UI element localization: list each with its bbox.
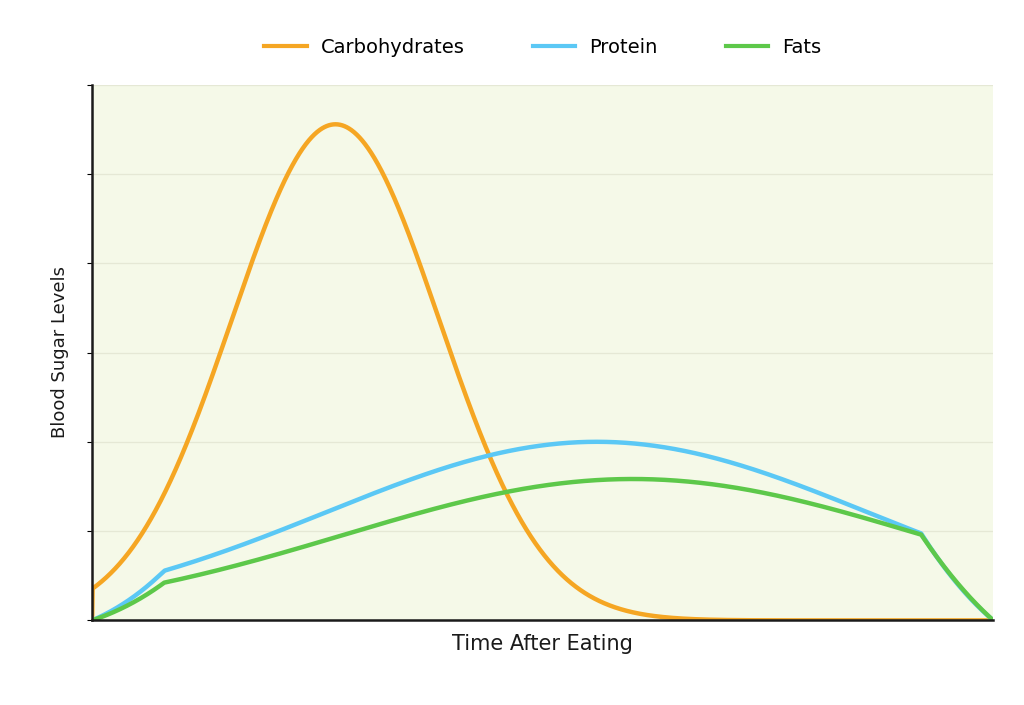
Protein <box>961 591 973 599</box>
Fats <box>524 484 537 492</box>
Protein <box>132 589 144 598</box>
Protein <box>591 438 603 446</box>
Protein <box>796 482 808 491</box>
Fats <box>987 616 999 625</box>
Carbohydrates <box>330 120 342 128</box>
Line: Protein: Protein <box>92 442 993 620</box>
Fats <box>961 590 973 599</box>
Carbohydrates <box>86 616 98 625</box>
Carbohydrates <box>501 490 513 498</box>
Line: Fats: Fats <box>92 479 993 620</box>
Fats <box>796 497 808 505</box>
Carbohydrates <box>987 616 999 625</box>
Protein <box>962 591 974 600</box>
Y-axis label: Blood Sugar Levels: Blood Sugar Levels <box>50 266 69 439</box>
Line: Carbohydrates: Carbohydrates <box>92 124 993 620</box>
Protein <box>524 443 537 451</box>
Fats <box>132 596 144 604</box>
Protein <box>501 447 513 455</box>
Legend: Carbohydrates, Protein, Fats: Carbohydrates, Protein, Fats <box>257 30 828 65</box>
Fats <box>501 488 513 496</box>
Carbohydrates <box>796 616 808 625</box>
Protein <box>86 616 98 625</box>
X-axis label: Time After Eating: Time After Eating <box>453 634 633 654</box>
Carbohydrates <box>132 535 144 544</box>
Carbohydrates <box>524 532 537 541</box>
Fats <box>627 474 639 483</box>
Protein <box>987 616 999 625</box>
Carbohydrates <box>961 616 973 625</box>
Fats <box>962 591 974 599</box>
Carbohydrates <box>962 616 974 625</box>
Fats <box>86 616 98 625</box>
